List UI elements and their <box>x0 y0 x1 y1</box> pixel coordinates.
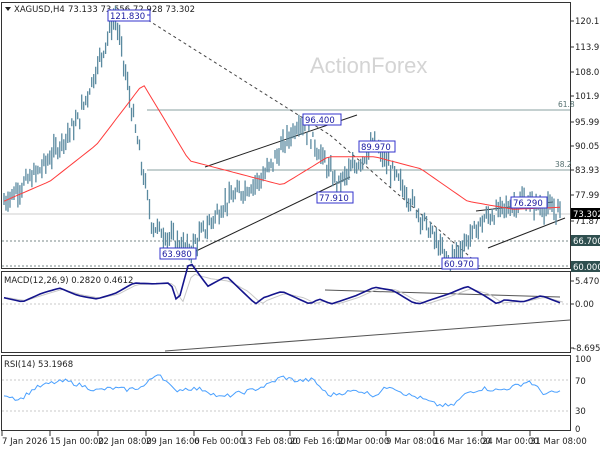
x-tick: 16 Mar 16:00 <box>434 437 491 447</box>
annotation-60-970[interactable]: 60.970 <box>441 257 479 270</box>
current-price-tag: 73.302 <box>571 208 600 220</box>
retracement-line-2[interactable] <box>329 134 477 263</box>
rsi-tick: 0 <box>575 425 580 435</box>
annotation-77-910[interactable]: 77.910 <box>316 191 354 204</box>
y-tick: 83.930 <box>575 166 600 176</box>
time-axis[interactable]: 7 Jan 2026 15 Jan 00:00 22 Jan 08:00 29 … <box>1 431 587 447</box>
svg-text:60.000: 60.000 <box>573 263 600 273</box>
price-panel[interactable]: ActionForex XAGUSD,H4 73.133 73.556 72.9… <box>1 2 575 275</box>
macd-title: MACD(12,26,9) 0.2820 0.4612 <box>4 276 133 286</box>
y-tick: 90.050 <box>575 142 600 152</box>
annotation-121-830[interactable]: 121.830 <box>107 9 151 22</box>
x-tick: 20 Feb 16:00 <box>290 437 346 447</box>
y-tick: 71.870 <box>575 217 600 227</box>
svg-text:77.910: 77.910 <box>319 194 349 204</box>
moving-average-line <box>3 85 561 210</box>
collapse-triangle-icon[interactable] <box>5 7 11 11</box>
x-tick: 9 Mar 08:00 <box>386 437 437 447</box>
watermark: ActionForex <box>310 53 427 78</box>
svg-text:60.970: 60.970 <box>444 260 474 270</box>
y-tick: 108.050 <box>575 68 600 78</box>
svg-text:96.400: 96.400 <box>305 116 335 126</box>
x-tick: 24 Mar 00:00 <box>482 437 539 447</box>
y-tick: 77.990 <box>575 191 600 201</box>
svg-text:73.302: 73.302 <box>573 210 600 220</box>
svg-text:76.290: 76.290 <box>513 199 543 209</box>
x-tick: 2 Mar 00:00 <box>338 437 389 447</box>
rsi-panel[interactable]: RSI(14) 53.1968 <box>1 355 571 431</box>
y-tick: 101.930 <box>575 92 600 102</box>
x-tick: 7 Jan 2026 <box>2 437 48 447</box>
svg-text:121.830: 121.830 <box>110 12 145 22</box>
x-tick: 31 Mar 08:00 <box>530 437 587 447</box>
x-tick: 22 Jan 08:00 <box>98 437 152 447</box>
macd-tick: 0.00 <box>575 300 594 310</box>
y-tick: 120.110 <box>575 17 600 27</box>
macd-tick: -8.6958 <box>573 344 600 354</box>
macd-axis: 5.4708 0.00 -8.6958 <box>571 277 600 354</box>
macd-tick: 5.4708 <box>575 277 600 287</box>
annotation-63-980[interactable]: 63.980 <box>159 247 197 260</box>
macd-main-line <box>3 263 561 305</box>
x-tick: 6 Feb 00:00 <box>194 437 244 447</box>
rsi-line <box>3 374 561 408</box>
x-tick: 29 Jan 16:00 <box>146 437 200 447</box>
price-axis[interactable]: 120.110 113.990 108.050 101.930 95.990 9… <box>571 17 600 273</box>
fib-61-8-label: 61.8 <box>558 100 575 109</box>
rsi-title: RSI(14) 53.1968 <box>4 360 73 370</box>
price-tag-66-700: 66.700 <box>571 235 600 247</box>
rsi-tick: 30 <box>575 407 586 417</box>
rsi-tick: 70 <box>575 377 586 387</box>
channel-lower-line[interactable] <box>191 176 351 254</box>
fib-38-2-label: 38.2 <box>555 160 572 169</box>
svg-text:89.970: 89.970 <box>361 143 391 153</box>
rsi-axis: 100 70 30 0 <box>575 355 591 435</box>
wedge-lower-line[interactable] <box>487 217 566 249</box>
annotation-89-970[interactable]: 89.970 <box>358 140 396 153</box>
rsi-tick: 100 <box>575 355 591 365</box>
annotation-96-400[interactable]: 96.400 <box>302 113 342 126</box>
svg-text:66.700: 66.700 <box>573 237 600 247</box>
symbol-label: XAGUSD,H4 <box>14 5 65 15</box>
macd-panel[interactable]: MACD(12,26,9) 0.2820 0.4612 <box>1 263 571 353</box>
svg-text:63.980: 63.980 <box>162 250 192 260</box>
x-tick: 15 Jan 00:00 <box>50 437 104 447</box>
x-tick: 13 Feb 08:00 <box>242 437 298 447</box>
y-tick: 95.990 <box>575 118 600 128</box>
y-tick: 113.990 <box>575 43 600 53</box>
annotation-76-290[interactable]: 76.290 <box>510 196 548 209</box>
price-tag-60-000: 60.000 <box>571 261 600 273</box>
macd-lower-trendline[interactable] <box>164 319 571 352</box>
retracement-line-1[interactable] <box>142 16 331 136</box>
